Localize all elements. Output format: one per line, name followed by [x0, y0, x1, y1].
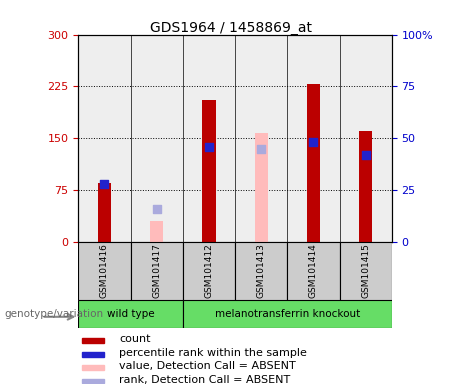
Bar — [340, 242, 392, 300]
Point — [258, 146, 265, 152]
Point — [101, 181, 108, 187]
Text: GSM101416: GSM101416 — [100, 243, 109, 298]
Point — [310, 139, 317, 146]
Text: value, Detection Call = ABSENT: value, Detection Call = ABSENT — [119, 361, 296, 371]
Text: GSM101414: GSM101414 — [309, 243, 318, 298]
Text: GSM101415: GSM101415 — [361, 243, 370, 298]
Bar — [254, 133, 268, 242]
Point — [205, 144, 213, 150]
Text: GSM101412: GSM101412 — [205, 243, 213, 298]
Bar — [235, 242, 287, 300]
Bar — [78, 300, 183, 328]
Point — [153, 206, 160, 212]
Text: percentile rank within the sample: percentile rank within the sample — [119, 348, 307, 358]
Bar — [98, 183, 111, 242]
Bar — [82, 338, 104, 343]
Bar — [78, 242, 130, 300]
Bar — [183, 242, 235, 300]
Point — [362, 152, 369, 158]
Bar — [307, 84, 320, 242]
Text: GSM101417: GSM101417 — [152, 243, 161, 298]
Text: genotype/variation: genotype/variation — [5, 309, 104, 319]
Bar — [130, 242, 183, 300]
Bar — [150, 221, 163, 242]
Text: count: count — [119, 334, 150, 344]
Bar — [82, 352, 104, 357]
Text: GDS1964 / 1458869_at: GDS1964 / 1458869_at — [149, 21, 312, 35]
Bar — [359, 131, 372, 242]
Text: wild type: wild type — [107, 309, 154, 319]
Bar — [183, 300, 392, 328]
Text: melanotransferrin knockout: melanotransferrin knockout — [215, 309, 360, 319]
Bar — [287, 242, 340, 300]
Text: rank, Detection Call = ABSENT: rank, Detection Call = ABSENT — [119, 375, 290, 384]
Bar — [82, 365, 104, 370]
Text: GSM101413: GSM101413 — [257, 243, 266, 298]
Bar — [82, 379, 104, 384]
Bar — [202, 100, 216, 242]
